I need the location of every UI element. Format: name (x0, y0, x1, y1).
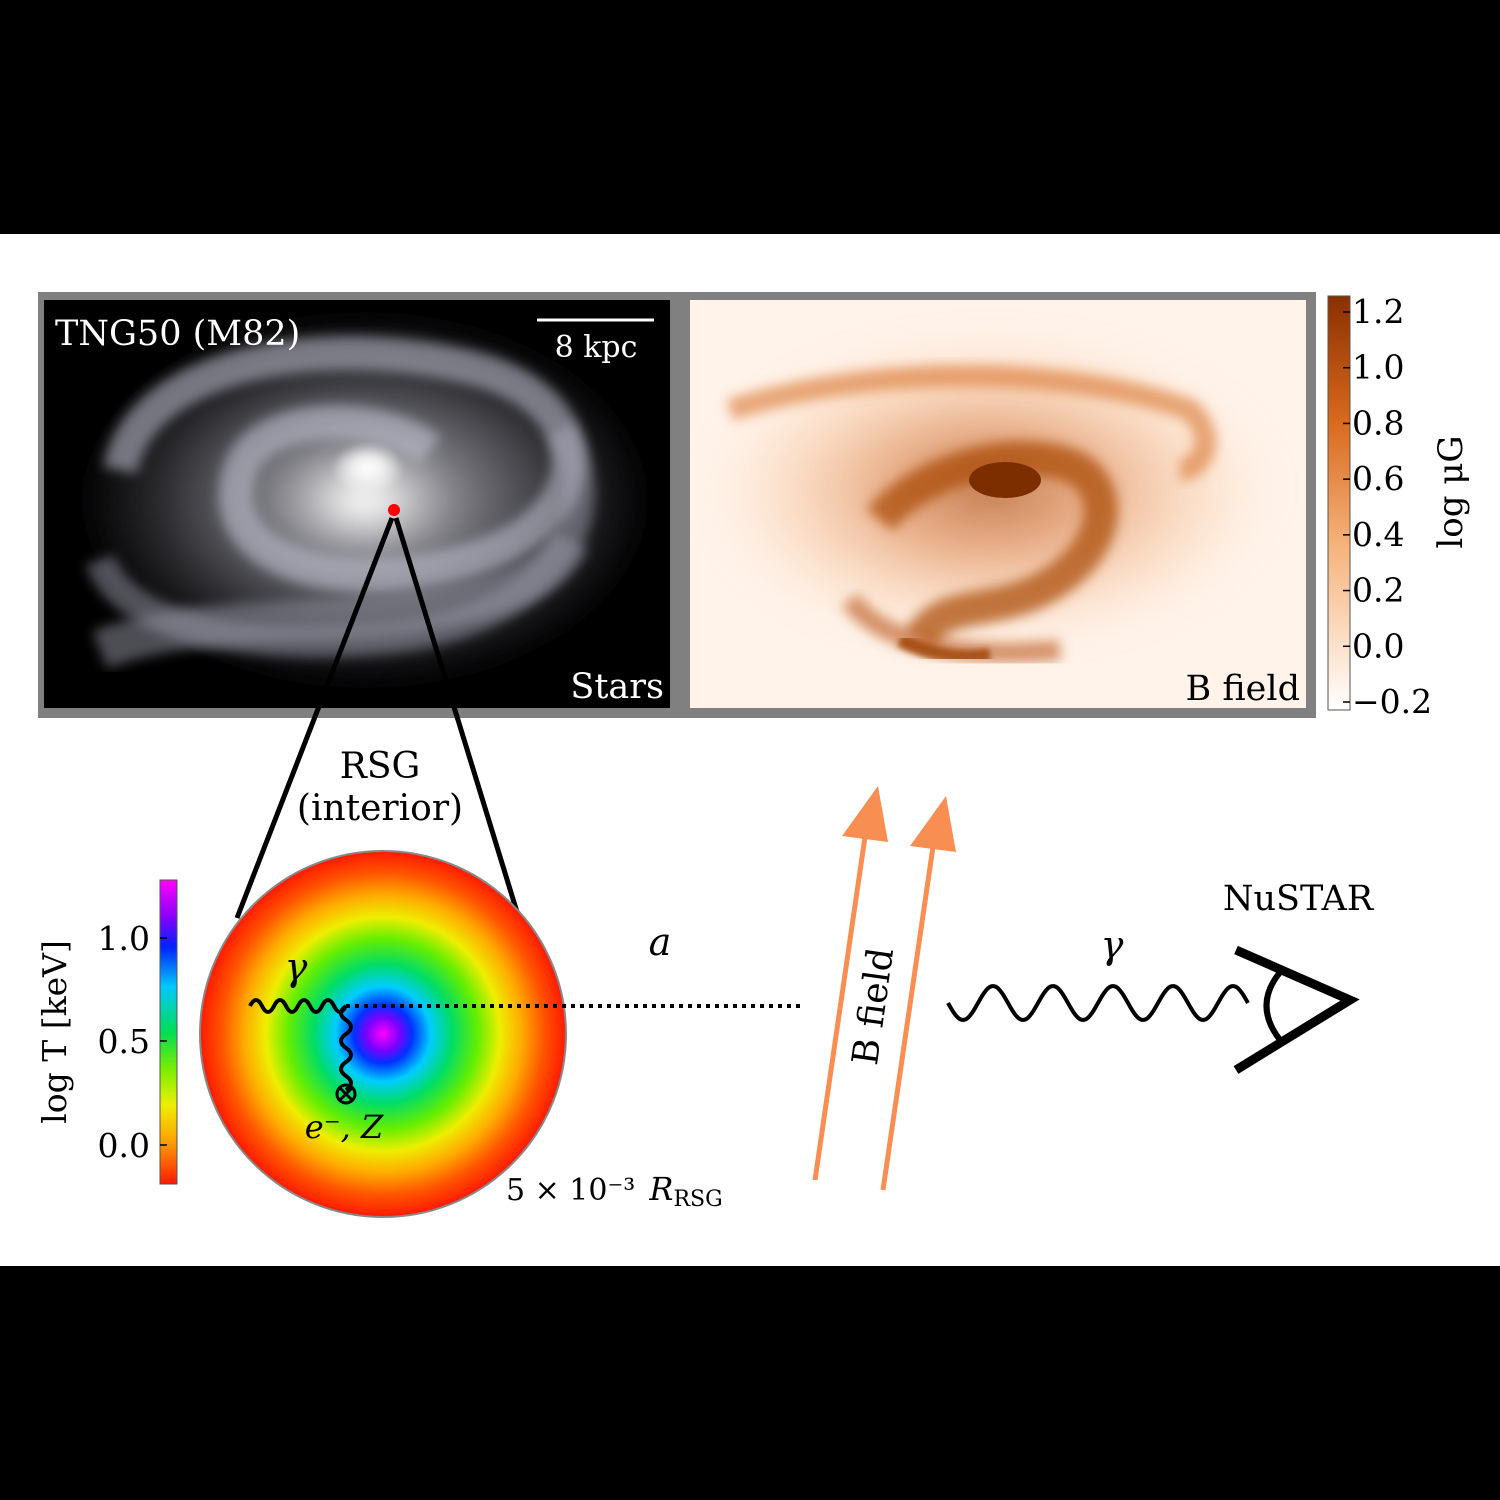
galaxy-title: TNG50 (M82) (55, 314, 300, 354)
bfield-colorbar-tick-label: 0.2 (1352, 571, 1404, 610)
bfield-colorbar-tick-label: −0.2 (1352, 682, 1432, 721)
scale-bar-label: 8 kpc (555, 330, 638, 365)
stars-panel: TNG50 (M82) 8 kpc Stars (44, 300, 670, 708)
bfield-arrowhead-2 (910, 796, 956, 852)
bfield-image (690, 320, 1290, 664)
stars-label: Stars (570, 667, 664, 707)
rsg-subtitle: (interior) (297, 788, 463, 829)
bfield-colorbar-label: log μG (1431, 435, 1471, 548)
zoom-line-left (234, 517, 395, 919)
rsg-temperature-disk (199, 850, 567, 1218)
radius-label: 5 × 10⁻³ RRSG (506, 1170, 723, 1212)
bfield-arrow-2 (880, 839, 937, 1191)
zoom-line-right (393, 517, 520, 913)
bfield-colorbar-tick-label: 0.8 (1352, 403, 1404, 442)
bfield-panel: B field (690, 300, 1306, 709)
temperature-colorbar-ramp (159, 879, 178, 1185)
bfield-arrows (812, 786, 956, 1191)
bfield-colorbar-ramp (1327, 295, 1351, 711)
photon-wave-exterior (946, 984, 1250, 1022)
bfield-colorbar-tick-label: 0.4 (1352, 515, 1404, 554)
detector-eye-icon (1233, 945, 1360, 1074)
scatterer-label: e⁻, Z (305, 1108, 384, 1146)
galaxy-image (65, 305, 665, 695)
bfield-colorbar-tick-label: 0.0 (1352, 626, 1404, 665)
temperature-colorbar-tick-label: 0.5 (98, 1022, 150, 1061)
temperature-colorbar-label: log T [keV] (35, 940, 74, 1124)
temperature-colorbar-tick-label: 0.0 (98, 1126, 150, 1165)
bfield-colorbar-tick-label: 0.6 (1352, 459, 1404, 498)
temperature-colorbar-ticks: 1.0 0.5 0.0 (98, 919, 167, 1165)
rsg-interior: RSG (interior) γ e⁻, Z 5 × 10⁻³ RRSG (199, 746, 723, 1218)
photon-wave-interior (248, 998, 348, 1014)
galaxy-panels: TNG50 (M82) 8 kpc Stars B field 1.2 1.0 0.… (38, 292, 1471, 721)
bfield-arrowhead-1 (842, 786, 888, 842)
rsg-location-marker (388, 504, 400, 516)
scatterer-icon (335, 1083, 357, 1105)
bfield-colorbar-tick-label: 1.2 (1352, 292, 1404, 331)
photon-label-interior: γ (285, 945, 308, 989)
bfield-panel-label: B field (1185, 669, 1300, 709)
bfield-colorbar: 1.2 1.0 0.8 0.6 0.4 0.2 0.0 −0.2 log μG (1327, 292, 1471, 721)
bfield-colorbar-tick-label: 1.0 (1352, 348, 1404, 387)
bfield-colorbar-ticks: 1.2 1.0 0.8 0.6 0.4 0.2 0.0 −0.2 (1343, 292, 1432, 721)
photon-wave-vertical (339, 1004, 353, 1092)
temperature-colorbar: 1.0 0.5 0.0 log T [keV] (35, 879, 178, 1185)
detector-label: NuSTAR (1223, 879, 1375, 919)
bfield-arrow-1 (812, 829, 869, 1181)
axion-label: a (649, 920, 672, 964)
propagation: a B field γ NuSTAR (346, 786, 1375, 1191)
temperature-colorbar-tick-label: 1.0 (98, 919, 150, 958)
photon-label-exterior: γ (1101, 923, 1124, 967)
rsg-title: RSG (340, 746, 421, 787)
